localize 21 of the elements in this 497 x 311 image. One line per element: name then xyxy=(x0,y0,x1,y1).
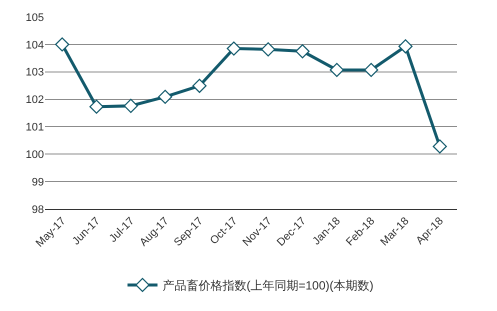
point xyxy=(330,62,344,78)
y-tick-label: 101 xyxy=(26,122,44,134)
point xyxy=(192,78,207,93)
legend-label: 产品畜价格指数(上年同期=100)(本期数) xyxy=(162,278,374,293)
y-tick-label: 99 xyxy=(32,176,44,188)
point xyxy=(261,42,276,56)
point xyxy=(364,62,378,78)
point xyxy=(158,90,172,104)
point xyxy=(432,139,447,154)
point xyxy=(398,39,413,54)
y-tick-label: 102 xyxy=(26,94,44,106)
y-tick-label: 98 xyxy=(32,204,44,216)
y-tick-label: 104 xyxy=(26,39,44,52)
y-tick-label: 105 xyxy=(26,12,44,24)
point xyxy=(124,98,138,113)
point xyxy=(89,100,104,114)
point xyxy=(226,41,241,56)
point xyxy=(295,44,310,58)
y-tick-label: 100 xyxy=(26,148,44,161)
point xyxy=(55,37,70,52)
y-tick-label: 103 xyxy=(26,66,44,79)
